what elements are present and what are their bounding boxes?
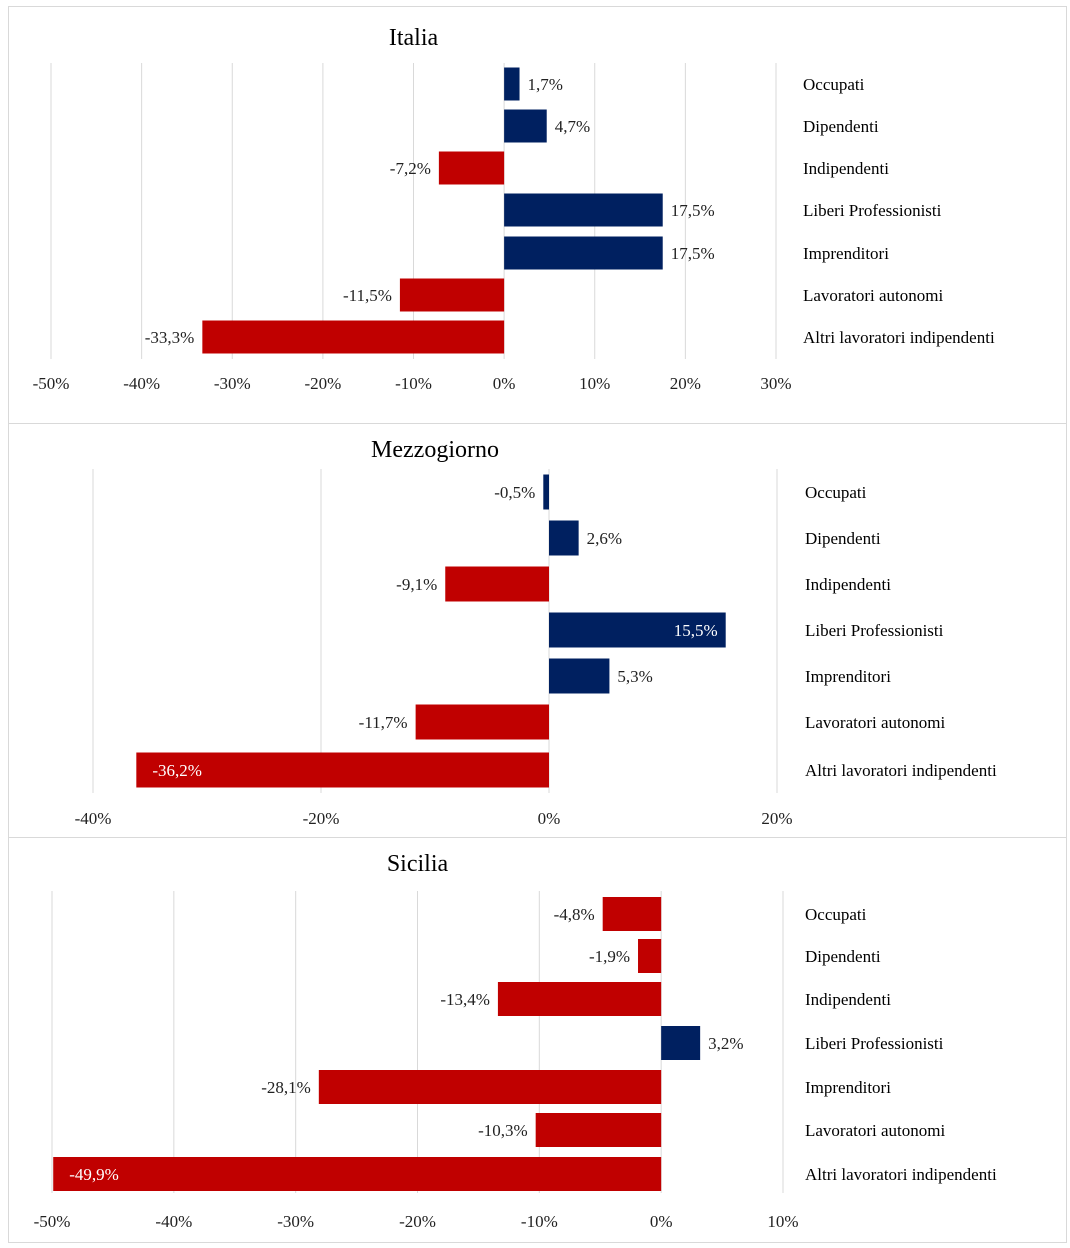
- data-label: 2,6%: [587, 529, 622, 548]
- bar: [661, 1026, 701, 1060]
- category-label: Altri lavoratori indipendenti: [805, 761, 997, 780]
- category-label: Indipendenti: [805, 990, 891, 1009]
- x-tick-label: -20%: [303, 809, 340, 828]
- data-label: 3,2%: [708, 1034, 743, 1053]
- bar: [602, 897, 662, 931]
- category-label: Indipendenti: [805, 575, 891, 594]
- bar: [543, 474, 549, 510]
- x-tick-label: 20%: [670, 374, 701, 393]
- bar: [549, 658, 610, 694]
- x-tick-label: 10%: [767, 1212, 798, 1231]
- category-label: Lavoratori autonomi: [805, 1121, 945, 1140]
- chart-mezzogiorno: Mezzogiorno -40% -20% 0% 20% -0,5% Occupati 2,6…: [75, 437, 997, 828]
- x-tick-label: -40%: [155, 1212, 192, 1231]
- category-label: Lavoratori autonomi: [803, 286, 943, 305]
- chart-panel-mezzogiorno: Mezzogiorno -40% -20% 0% 20% -0,5% Occupati 2,6…: [8, 423, 1067, 838]
- data-label: 5,3%: [617, 667, 652, 686]
- category-label: Liberi Professionisti: [805, 1034, 944, 1053]
- x-tick-label: -50%: [33, 374, 70, 393]
- data-label: -11,7%: [359, 713, 408, 732]
- bar: [497, 982, 662, 1016]
- bar: [504, 193, 663, 227]
- data-label: 17,5%: [671, 244, 715, 263]
- x-tick-label: -40%: [123, 374, 160, 393]
- data-label: 1,7%: [528, 75, 563, 94]
- data-label: -28,1%: [261, 1078, 311, 1097]
- category-label: Dipendenti: [803, 117, 879, 136]
- bar: [438, 151, 505, 185]
- chart-title: Italia: [389, 25, 439, 51]
- category-label: Dipendenti: [805, 947, 881, 966]
- chart-sicilia: Sicilia -50% -40% -30% -20% -10% 0% 10% -4,8% Occ…: [34, 851, 997, 1231]
- category-label: Imprenditori: [805, 1078, 891, 1097]
- bar: [53, 1157, 662, 1191]
- x-tick-label: -20%: [304, 374, 341, 393]
- x-tick-label: -10%: [395, 374, 432, 393]
- data-label: -36,2%: [152, 761, 202, 780]
- bar: [504, 67, 520, 101]
- bar: [549, 612, 726, 648]
- x-tick-label: 0%: [493, 374, 516, 393]
- data-label: -10,3%: [478, 1121, 528, 1140]
- bar: [399, 278, 505, 312]
- data-label: -4,8%: [554, 905, 595, 924]
- x-tick-label: 10%: [579, 374, 610, 393]
- data-label: -33,3%: [145, 328, 195, 347]
- chart-title: Sicilia: [387, 851, 449, 877]
- bar: [638, 939, 662, 973]
- category-label: Liberi Professionisti: [803, 201, 942, 220]
- x-tick-label: -50%: [34, 1212, 71, 1231]
- bar: [445, 566, 549, 602]
- x-tick-label: -30%: [277, 1212, 314, 1231]
- chart-panel-sicilia: Sicilia -50% -40% -30% -20% -10% 0% 10% -4,8% Occ…: [8, 837, 1067, 1243]
- chart-panel-italia: Italia -50% -40% -30% -20% -10% 0% 10% 20% 30% 1,7…: [8, 6, 1067, 424]
- data-label: -0,5%: [494, 483, 535, 502]
- bar: [504, 109, 547, 143]
- bar: [136, 752, 549, 788]
- chart-title: Mezzogiorno: [371, 437, 499, 463]
- category-label: Occupati: [803, 75, 865, 94]
- category-label: Imprenditori: [805, 667, 891, 686]
- category-label: Occupati: [805, 483, 867, 502]
- bar: [549, 520, 579, 556]
- category-label: Dipendenti: [805, 529, 881, 548]
- data-label: -9,1%: [396, 575, 437, 594]
- data-label: -1,9%: [589, 947, 630, 966]
- category-label: Altri lavoratori indipendenti: [805, 1165, 997, 1184]
- x-tick-label: -30%: [214, 374, 251, 393]
- data-label: -49,9%: [69, 1165, 119, 1184]
- data-label: -7,2%: [390, 159, 431, 178]
- category-label: Altri lavoratori indipendenti: [803, 328, 995, 347]
- chart-italia: Italia -50% -40% -30% -20% -10% 0% 10% 20% 30% 1,7…: [33, 25, 995, 393]
- data-label: 4,7%: [555, 117, 590, 136]
- bar: [318, 1070, 662, 1104]
- x-tick-label: -20%: [399, 1212, 436, 1231]
- bar: [202, 320, 505, 354]
- data-label: 15,5%: [674, 621, 718, 640]
- x-tick-label: 0%: [538, 809, 561, 828]
- category-label: Liberi Professionisti: [805, 621, 944, 640]
- bar: [535, 1113, 662, 1147]
- data-label: -13,4%: [440, 990, 490, 1009]
- category-label: Occupati: [805, 905, 867, 924]
- x-tick-label: 0%: [650, 1212, 673, 1231]
- category-label: Lavoratori autonomi: [805, 713, 945, 732]
- bar: [504, 236, 663, 270]
- category-label: Imprenditori: [803, 244, 889, 263]
- x-tick-label: 20%: [761, 809, 792, 828]
- data-label: 17,5%: [671, 201, 715, 220]
- data-label: -11,5%: [343, 286, 392, 305]
- category-label: Indipendenti: [803, 159, 889, 178]
- x-tick-label: -10%: [521, 1212, 558, 1231]
- bar: [415, 704, 549, 740]
- x-tick-label: 30%: [760, 374, 791, 393]
- x-tick-label: -40%: [75, 809, 112, 828]
